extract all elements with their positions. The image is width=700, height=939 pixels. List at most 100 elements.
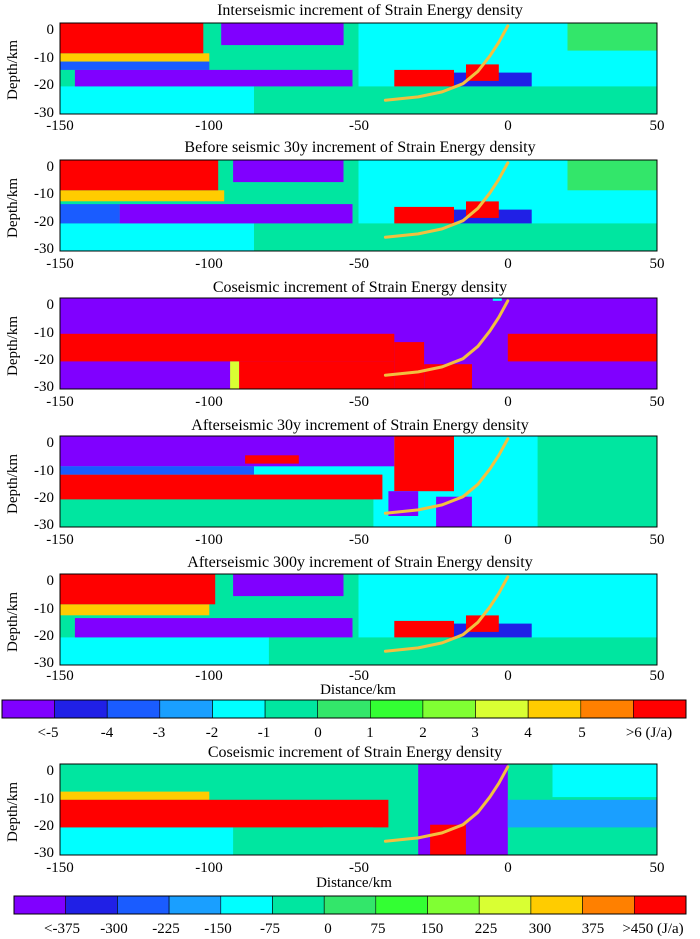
fault-trace	[383, 575, 510, 653]
heatmap-field	[60, 160, 657, 251]
colorbar-rate: <-5 -4 -3 -2 -1 0 1 2 3 4 5 >6 (J/a)	[1, 699, 687, 741]
plot-frame	[59, 297, 658, 390]
x-tick-label: -150	[46, 860, 74, 876]
heat-region	[60, 791, 210, 800]
colorbar-cell	[422, 699, 476, 719]
colorbar-label: >6 (J/a)	[626, 725, 672, 741]
panel-title: Coseismic increment of Strain Energy den…	[213, 279, 507, 296]
colorbar-label: 3	[471, 725, 479, 741]
y-tick-label: -20	[34, 352, 54, 368]
y-axis-label: Depth/km	[5, 40, 21, 100]
x-tick-label: 0	[504, 394, 512, 410]
x-tick-label: 50	[650, 668, 665, 684]
heat-region	[74, 618, 353, 638]
colorbar-label: 300	[529, 921, 552, 937]
x-tick-label: -150	[46, 532, 74, 548]
heat-region	[60, 466, 254, 475]
colorbar-cell	[317, 699, 371, 719]
colorbar-label: 375	[582, 921, 605, 937]
heat-region	[60, 499, 374, 527]
heat-region	[507, 333, 658, 362]
heat-region	[567, 23, 657, 51]
heat-region	[233, 574, 344, 597]
y-tick-label: 0	[47, 763, 55, 779]
heat-region	[74, 69, 353, 87]
heat-region	[60, 436, 395, 467]
heat-region	[60, 61, 210, 70]
x-tick-label: -100	[195, 668, 223, 684]
y-tick-label: -10	[34, 601, 54, 617]
heat-region	[60, 86, 254, 114]
colorbar-cells	[13, 895, 687, 915]
colorbar-label: 150	[421, 921, 444, 937]
colorbar-cell	[106, 699, 161, 719]
y-axis-label: Depth/km	[5, 592, 21, 652]
x-tick-label: 0	[504, 256, 512, 272]
x-tick-label: -50	[349, 532, 369, 548]
colorbar-label: -2	[206, 725, 219, 741]
colorbar-cell	[264, 699, 319, 719]
plot-frame	[59, 763, 658, 856]
x-tick-label: 0	[504, 668, 512, 684]
colorbar-cell	[369, 699, 424, 719]
x-tick-label: -100	[195, 256, 223, 272]
x-axis-label: Distance/km	[316, 875, 392, 891]
heat-region	[466, 64, 499, 81]
heat-region	[60, 204, 120, 224]
heat-region	[60, 23, 204, 54]
colorbar-cell	[633, 699, 687, 719]
heatmap-field	[60, 23, 657, 114]
y-tick-label: -30	[34, 655, 54, 671]
colorbar-label: 1	[366, 725, 374, 741]
y-axis-label: Depth/km	[5, 454, 21, 514]
heat-region	[233, 160, 344, 183]
panel-before-seismic-30y: Before seismic 30y increment of Strain E…	[5, 139, 665, 272]
y-tick-label: -20	[34, 77, 54, 93]
y-tick-label: -30	[34, 241, 54, 257]
x-tick-label: -50	[349, 256, 369, 272]
heatmap-field	[60, 298, 658, 389]
plot-frame	[59, 159, 658, 252]
fault-trace	[383, 765, 510, 843]
x-tick-label: 50	[650, 118, 665, 134]
heat-region	[221, 23, 344, 46]
colorbar-label: >450 (J/a)	[622, 921, 683, 937]
colorbar-energy: <-375 -300 -225 -150 -75 0 75 150 225 30…	[13, 895, 687, 937]
fault-line	[383, 765, 510, 843]
fault-line	[383, 161, 510, 239]
y-tick-label: 0	[47, 435, 55, 451]
x-tick-label: 0	[504, 860, 512, 876]
colorbar-cell	[375, 895, 428, 915]
y-tick-label: -30	[34, 379, 54, 395]
heat-region	[245, 455, 299, 464]
colorbar-label: 5	[578, 725, 586, 741]
colorbar-label: <-5	[38, 725, 59, 741]
panel-title: Interseismic increment of Strain Energy …	[217, 2, 523, 19]
fault-line	[383, 299, 510, 377]
colorbar-cell	[475, 699, 529, 719]
plot-frame	[59, 22, 658, 115]
x-tick-label: -150	[46, 394, 74, 410]
colorbar-label: -3	[153, 725, 166, 741]
fault-trace	[383, 437, 510, 515]
heat-region	[537, 436, 657, 527]
colorbar-cell	[633, 895, 687, 915]
x-tick-label: -150	[46, 668, 74, 684]
heat-region	[394, 206, 454, 224]
colorbar-cell	[220, 895, 273, 915]
y-tick-label: -30	[34, 845, 54, 861]
y-tick-label: -10	[34, 186, 54, 202]
heat-region	[552, 764, 657, 798]
colorbar-label: 225	[475, 921, 498, 937]
x-tick-label: -50	[349, 394, 369, 410]
fault-trace	[383, 299, 510, 377]
heat-region	[60, 574, 216, 605]
heat-region	[230, 361, 240, 389]
colorbar-label: -150	[204, 921, 232, 937]
panel-title: Before seismic 30y increment of Strain E…	[184, 139, 535, 156]
heat-region	[507, 799, 658, 828]
y-tick-label: 0	[47, 22, 55, 38]
y-tick-label: -10	[34, 463, 54, 479]
heat-region	[60, 799, 389, 828]
heat-region	[394, 436, 454, 492]
